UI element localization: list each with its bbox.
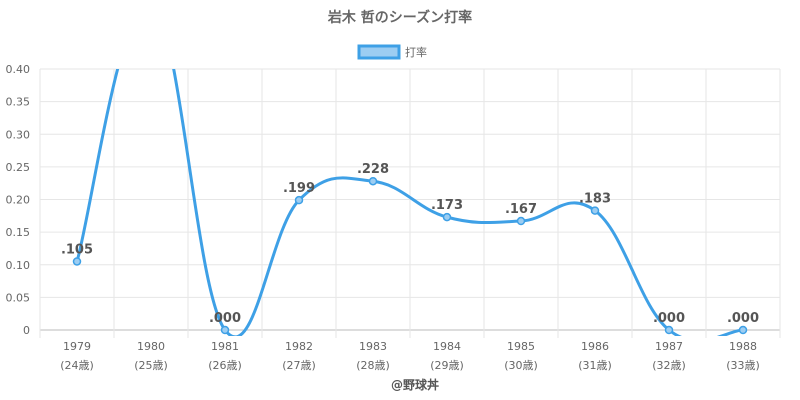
legend-label: 打率 — [405, 45, 427, 59]
x-tick-label: 1987 — [655, 340, 683, 353]
x-tick-age-label: (28歳) — [356, 359, 390, 372]
x-tick-label: 1981 — [211, 340, 239, 353]
x-tick-label: 1984 — [433, 340, 461, 353]
y-tick-label: 0.15 — [6, 226, 31, 239]
x-tick-label: 1986 — [581, 340, 609, 353]
data-label: .000 — [209, 311, 241, 326]
data-point — [72, 257, 82, 266]
x-tick-age-label: (30歳) — [504, 359, 538, 372]
legend[interactable]: 打率 — [357, 44, 427, 60]
y-tick-label: 0.35 — [6, 96, 31, 109]
data-point — [442, 212, 452, 222]
data-label: .105 — [61, 242, 93, 257]
x-tick-age-label: (25歳) — [134, 359, 168, 372]
y-tick-label: 0.20 — [6, 194, 31, 207]
y-tick-label: 0.40 — [6, 63, 31, 76]
y-tick-label: 0.10 — [6, 259, 31, 272]
data-point — [590, 206, 600, 215]
data-point — [738, 325, 748, 335]
y-tick-label: 0.25 — [6, 161, 31, 174]
x-tick-label: 1979 — [63, 340, 91, 353]
data-point — [294, 195, 304, 205]
x-tick-age-label: (29歳) — [430, 359, 464, 372]
chart-title: 岩木 哲のシーズン打率 — [327, 9, 472, 26]
x-tick-age-label: (31歳) — [578, 359, 612, 372]
axes: 0 0.05 0.10 0.15 0.20 0.25 0.30 0.35 0.40 1979 (24… — [6, 63, 760, 372]
data-label: .000 — [653, 311, 685, 326]
x-tick-label: 1982 — [285, 340, 313, 353]
y-tick-label: 0.05 — [6, 291, 31, 304]
y-tick-label: 0.30 — [6, 128, 31, 141]
x-tick-age-label: (27歳) — [282, 359, 316, 372]
y-tick-label: 0 — [23, 324, 30, 337]
x-tick-label: 1980 — [137, 340, 165, 353]
x-tick-age-label: (33歳) — [726, 359, 760, 372]
x-tick-age-label: (26歳) — [208, 359, 242, 372]
x-tick-label: 1985 — [507, 340, 535, 353]
data-label: .199 — [283, 181, 315, 196]
legend-swatch — [357, 44, 401, 60]
x-tick-label: 1983 — [359, 340, 387, 353]
data-label: .167 — [505, 202, 537, 217]
data-label: .000 — [727, 311, 759, 326]
data-label: .183 — [579, 192, 611, 207]
data-point — [516, 216, 526, 226]
series-line — [75, 69, 744, 336]
data-label: .228 — [357, 162, 389, 177]
data-label: .173 — [431, 198, 463, 213]
x-tick-age-label: (24歳) — [60, 359, 94, 372]
x-tick-label: 1988 — [729, 340, 757, 353]
data-point — [368, 176, 378, 186]
data-point — [664, 325, 674, 335]
x-tick-age-label: (32歳) — [652, 359, 686, 372]
data-point — [220, 325, 230, 335]
grid — [39, 68, 781, 338]
credit-text: @野球丼 — [391, 377, 439, 392]
plot-area: .105 .000 .199 .228 .173 .167 .183 .000 .000 — [61, 69, 759, 336]
